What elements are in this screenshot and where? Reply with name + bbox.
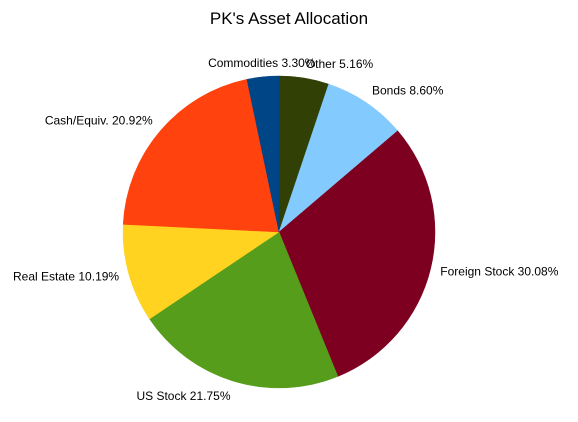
slice-label-foreign-stock: Foreign Stock 30.08% [440, 264, 558, 278]
pie-slice-bonds [278, 83, 399, 233]
slice-label-cash-equiv: Cash/Equiv. 20.92% [45, 113, 153, 127]
slice-label-us-stock: US Stock 21.75% [136, 389, 230, 403]
pie-slice-foreign-stock [278, 130, 436, 377]
pie-slice-real-estate [122, 224, 280, 320]
pie-slice-us-stock [149, 231, 339, 389]
pie-labels: Other 5.16% Bonds 8.60% Foreign Stock 30.0… [13, 56, 559, 403]
slice-label-bonds: Bonds 8.60% [372, 84, 444, 98]
slice-label-commodities: Commodities 3.30% [208, 56, 316, 70]
pie-slices [122, 75, 436, 389]
pie-slice-cash-equiv [122, 79, 280, 233]
pie-slice-commodities [246, 75, 280, 233]
chart-title: PK's Asset Allocation [209, 9, 369, 28]
slice-label-other: Other 5.16% [306, 57, 374, 71]
slice-label-real-estate: Real Estate 10.19% [13, 270, 119, 284]
